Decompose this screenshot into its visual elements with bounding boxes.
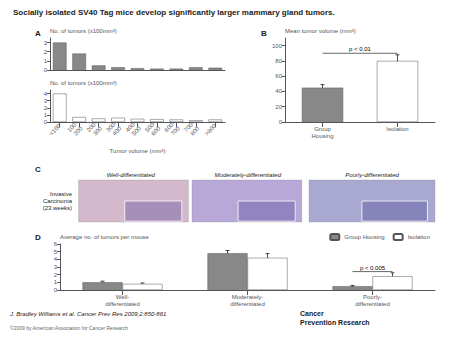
svg-text:Well-: Well- — [116, 294, 130, 300]
svg-text:700: 700 — [170, 125, 182, 137]
svg-text:4: 4 — [44, 91, 48, 97]
svg-text:0: 0 — [54, 287, 58, 293]
svg-text:<100: <100 — [48, 122, 62, 136]
svg-text:Tumor volume (mm³): Tumor volume (mm³) — [110, 148, 166, 154]
svg-text:Group: Group — [314, 126, 331, 132]
svg-text:D: D — [35, 233, 41, 242]
svg-text:Group Housing: Group Housing — [344, 234, 384, 240]
svg-text:Average no. of tumors per mous: Average no. of tumors per mouse — [60, 234, 150, 240]
svg-text:300: 300 — [92, 125, 104, 137]
svg-text:600: 600 — [150, 125, 162, 137]
svg-text:Cancer: Cancer — [300, 310, 324, 317]
svg-text:0: 0 — [44, 119, 48, 125]
svg-text:A: A — [35, 29, 41, 38]
svg-text:differentiated: differentiated — [230, 301, 265, 307]
svg-text:100-: 100- — [66, 120, 79, 134]
svg-text:800: 800 — [189, 125, 201, 137]
svg-text:60: 60 — [275, 73, 282, 79]
svg-text:differentiated: differentiated — [355, 301, 390, 307]
svg-text:Poorly-: Poorly- — [363, 294, 382, 300]
svg-text:J. Bradley Williams et al. Can: J. Bradley Williams et al. Cancer Prev R… — [9, 311, 166, 317]
svg-text:500: 500 — [131, 125, 143, 137]
svg-text:1: 1 — [44, 58, 48, 64]
svg-text:Housing: Housing — [311, 133, 333, 139]
svg-text:20: 20 — [275, 104, 282, 110]
svg-text:1: 1 — [44, 112, 48, 118]
svg-text:3: 3 — [44, 40, 48, 46]
svg-text:2: 2 — [54, 272, 58, 278]
svg-text:300-: 300- — [105, 120, 118, 134]
svg-text:No. of tumors (x100mm³): No. of tumors (x100mm³) — [50, 28, 117, 34]
svg-text:©2009 by American Association: ©2009 by American Association for Cancer… — [10, 325, 128, 331]
svg-text:3: 3 — [44, 98, 48, 104]
svg-text:Isolation: Isolation — [408, 234, 430, 240]
svg-text:6: 6 — [54, 241, 58, 247]
svg-text:Invasive: Invasive — [50, 191, 73, 197]
svg-text:200-: 200- — [85, 120, 99, 134]
svg-text:5: 5 — [54, 249, 58, 255]
svg-text:2: 2 — [44, 49, 48, 55]
svg-text:4: 4 — [54, 256, 58, 262]
svg-text:3: 3 — [54, 264, 58, 270]
svg-text:700-: 700- — [182, 120, 196, 134]
svg-text:2: 2 — [44, 105, 48, 111]
svg-text:Isolation: Isolation — [386, 126, 408, 132]
svg-text:B: B — [261, 29, 267, 38]
svg-text:200: 200 — [72, 125, 84, 137]
svg-text:Well-differentiated: Well-differentiated — [107, 172, 156, 178]
svg-text:Carcinoma: Carcinoma — [43, 198, 73, 204]
svg-text:40: 40 — [275, 88, 282, 94]
svg-text:80: 80 — [275, 58, 282, 64]
svg-text:1: 1 — [54, 279, 58, 285]
svg-text:0: 0 — [44, 67, 48, 73]
svg-text:No. of tumors (x100mm³): No. of tumors (x100mm³) — [50, 80, 117, 86]
svg-text:Socially isolated SV40 Tag mic: Socially isolated SV40 Tag mice develop … — [13, 8, 335, 17]
svg-text:400: 400 — [111, 125, 123, 137]
svg-text:Poorly-differentiated: Poorly-differentiated — [345, 172, 399, 178]
svg-text:Prevention Research: Prevention Research — [300, 319, 370, 326]
svg-text:p < 0.01: p < 0.01 — [349, 46, 372, 52]
svg-text:500-: 500- — [143, 120, 157, 134]
svg-text:(23 weeks): (23 weeks) — [43, 205, 72, 211]
svg-text:Moderately-differentiated: Moderately-differentiated — [215, 172, 282, 178]
svg-text:400-: 400- — [124, 120, 138, 134]
svg-text:p < 0.005: p < 0.005 — [360, 265, 386, 271]
svg-text:600-: 600- — [163, 120, 176, 134]
svg-text:0: 0 — [279, 119, 283, 125]
svg-text:Mean tumor volume (mm³): Mean tumor volume (mm³) — [285, 28, 356, 34]
svg-text:C: C — [35, 165, 41, 174]
svg-text:>800: >800 — [204, 122, 218, 136]
svg-text:Moderately-: Moderately- — [232, 294, 264, 300]
svg-text:differentiated: differentiated — [105, 301, 140, 307]
svg-text:100: 100 — [272, 43, 283, 49]
